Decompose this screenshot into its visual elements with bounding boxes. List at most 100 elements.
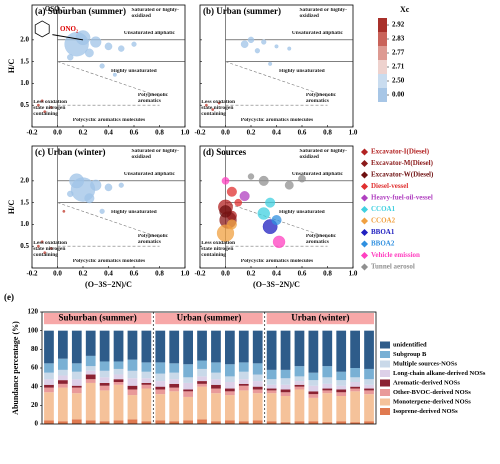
molecule-ring xyxy=(34,20,50,38)
bar-segment xyxy=(85,366,96,371)
annotation-box: Unsaturated aliphatic xyxy=(124,172,175,177)
group-header xyxy=(266,313,374,325)
bar-segment xyxy=(141,388,152,422)
annotation-box: Polycyclic aromatics molecules xyxy=(241,118,313,123)
bar-segment xyxy=(225,364,235,377)
bar-segment xyxy=(113,384,124,421)
plot-frame xyxy=(41,311,377,425)
annotation-box: Polyphenolic aromatics xyxy=(306,93,336,104)
legend-label: Excavator-I(Diesel) xyxy=(371,148,430,156)
x-tick-label: 0.0 xyxy=(221,270,230,278)
point xyxy=(99,63,105,69)
bar-segment xyxy=(336,380,347,386)
annotation-box: Polycyclic aromatics molecules xyxy=(72,118,146,124)
legend-marker xyxy=(360,148,369,156)
bar-segment xyxy=(141,384,152,389)
bar-segment xyxy=(211,393,221,422)
point xyxy=(265,197,276,208)
legend-marker xyxy=(360,228,369,237)
bar-segment xyxy=(336,371,347,381)
bar-segment xyxy=(85,370,96,375)
point xyxy=(104,183,113,192)
legend-marker xyxy=(360,194,369,202)
bar-segment xyxy=(113,374,124,380)
bar-segment xyxy=(266,369,277,380)
point xyxy=(85,48,94,58)
x-tick-label: 0.2 xyxy=(79,129,88,137)
annotation-box: Less oxidation state nitrogen containing xyxy=(33,240,68,258)
bar-segment xyxy=(71,419,82,424)
point xyxy=(84,193,95,204)
legend-label: Heavy-fuel-oil-vessel xyxy=(371,194,433,202)
y-tick-label: 20 xyxy=(31,401,39,409)
group-label: Urban (summer) xyxy=(177,313,242,323)
bar-segment xyxy=(71,379,82,386)
point xyxy=(49,247,53,250)
bar-segment xyxy=(266,379,277,385)
bar-segment xyxy=(280,384,291,390)
annotation: Saturated or highly-oxidized xyxy=(131,149,180,161)
annotation-box: Saturated or highly-oxidized xyxy=(131,149,180,161)
colorbar-title: Xc xyxy=(400,5,410,14)
x-tick-label: 1.0 xyxy=(181,129,190,137)
bar-segment xyxy=(85,374,96,380)
bar-segment xyxy=(322,377,333,384)
bar-segment xyxy=(294,376,305,382)
point xyxy=(49,106,53,109)
point xyxy=(40,240,44,244)
bar-segment xyxy=(197,381,207,384)
bar-segment xyxy=(225,391,235,396)
bar-segment xyxy=(85,379,96,383)
bar-segment xyxy=(364,330,374,369)
legend-swatch xyxy=(380,398,390,406)
bar-segment xyxy=(364,421,374,424)
bar-segment xyxy=(252,386,263,390)
bar-segment xyxy=(266,388,277,391)
x-axis-label: (O−3S−2N)/C xyxy=(253,280,300,289)
bar-segment xyxy=(183,389,193,392)
bar-segment xyxy=(280,392,291,396)
bar-segment xyxy=(71,393,82,420)
bar-segment xyxy=(225,382,235,389)
x-tick-label: 0.6 xyxy=(298,270,307,278)
x-tick-label: 0.4 xyxy=(104,270,113,278)
bar-segment xyxy=(155,362,166,374)
annotation-box: ONO₂ xyxy=(60,26,78,33)
bar-segment xyxy=(155,386,166,390)
bar-segment xyxy=(238,371,249,380)
bar-segment xyxy=(364,384,374,389)
bar-segment xyxy=(58,383,68,388)
legend-label: Excavator-W(Diesel) xyxy=(371,171,434,179)
bar-segment xyxy=(197,419,207,424)
annotation: Highly unsaturated xyxy=(111,210,157,216)
bar-segment xyxy=(127,385,138,390)
point xyxy=(211,108,215,111)
point xyxy=(226,219,237,230)
point xyxy=(118,45,125,52)
bar-segment xyxy=(308,330,319,373)
annotation: Saturated or highly-oxidized xyxy=(131,8,180,20)
bar-segment xyxy=(155,420,166,424)
bar-segment xyxy=(169,421,180,424)
bar-segment xyxy=(141,421,152,424)
legend-marker xyxy=(360,251,369,260)
annotation: Unsaturated aliphatic xyxy=(123,31,175,37)
colorbar-label: 0.00 xyxy=(392,91,405,99)
point xyxy=(131,41,137,47)
annotation-box: Less oxidation state nitrogen containing xyxy=(201,100,235,116)
bar-segment xyxy=(127,419,138,424)
panel-title: (e) xyxy=(4,292,14,302)
colorbar-label: 2.50 xyxy=(392,77,405,85)
bar-segment xyxy=(58,380,68,384)
bar-segment xyxy=(336,385,347,390)
bar-segment xyxy=(238,362,249,372)
x-tick-label: 0.8 xyxy=(155,129,164,137)
bar-segment xyxy=(197,383,207,387)
annotation: Polycyclic aromatics molecules xyxy=(72,118,146,124)
group-label: Suburban (summer) xyxy=(59,313,137,323)
y-tick-label: 1.0 xyxy=(20,220,29,228)
annotation: Less oxidation state nitrogen containing xyxy=(33,240,68,258)
colorbar-bin xyxy=(378,74,387,88)
bar-segment xyxy=(141,362,152,372)
bar-segment xyxy=(155,381,166,387)
